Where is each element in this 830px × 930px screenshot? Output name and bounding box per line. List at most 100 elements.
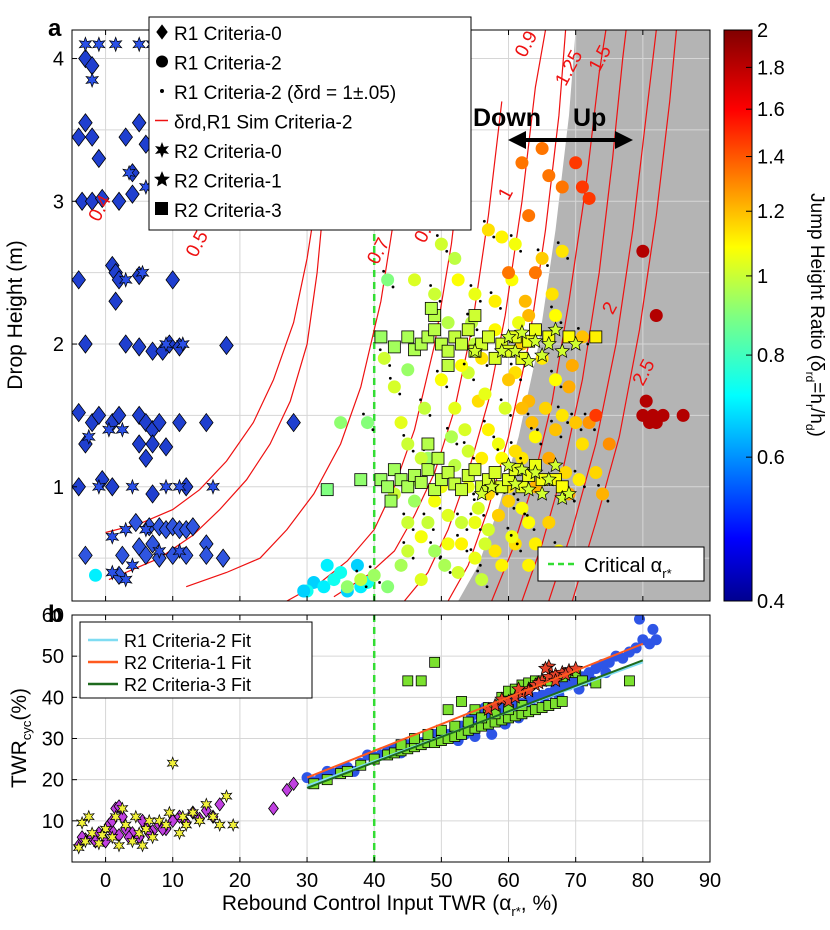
r1-criteria2-dot (478, 528, 482, 532)
y-tick-label: 3 (53, 191, 64, 213)
r1-criteria2-point (451, 273, 465, 287)
b-r2-criteria0-point (143, 813, 156, 828)
r1-criteria2-point (458, 423, 472, 437)
b-r2-criteria0-point (220, 789, 233, 804)
r1-criteria2-dot (429, 541, 433, 544)
r1-criteria2-dot (438, 506, 442, 510)
r2-criteria0-point (108, 36, 123, 53)
r2-criteria3-point (424, 301, 438, 315)
r1-criteria2-point (559, 466, 573, 480)
r2-criteria0-point (102, 421, 116, 438)
r2-criteria1-point (513, 324, 530, 340)
r2-criteria1-point (534, 347, 551, 363)
r2-criteria3-point (401, 480, 415, 494)
r1-criteria2-point (549, 373, 563, 387)
legend-a-label: R2 Criteria-1 (174, 172, 282, 193)
r1-criteria2-dot (509, 414, 512, 417)
b-r2-criteria0-point (79, 834, 92, 849)
r1-criteria2-dot (509, 533, 513, 537)
sim-contour-0.4 (108, 201, 325, 581)
r1-criteria2-dot (550, 419, 553, 423)
r1-criteria2-dot (466, 312, 469, 316)
r1-criteria0-point (185, 517, 201, 537)
r2-criteria0-point (172, 478, 187, 495)
panel-a-label: a (48, 15, 62, 42)
r1-criteria2-dot (391, 285, 395, 289)
r1-criteria2-point (656, 408, 670, 422)
r1-criteria0-point (165, 270, 180, 290)
r1-criteria2-dot (402, 434, 406, 437)
r1-criteria2-dot (411, 449, 415, 453)
r2-criteria1-point (527, 464, 544, 480)
r2-criteria1-point (500, 328, 517, 344)
panel-a-legend-box (148, 16, 472, 231)
r1-criteria2-dot (446, 426, 449, 430)
r1-criteria2-dot (519, 378, 523, 382)
r1-criteria2-dot (478, 299, 482, 303)
r2-criteria0-point (85, 71, 100, 89)
r1-criteria2-point (636, 244, 650, 258)
r1-criteria2-point (481, 223, 495, 237)
r1-criteria2-point (408, 273, 422, 287)
critical-legend-label: Critical αr* (584, 555, 672, 581)
r2-criteria0-point (125, 478, 140, 495)
legend-b-entry: R2 Criteria-1 Fit (88, 653, 251, 673)
b-r1-criteria0-point (268, 801, 279, 816)
r1-criteria0-point (115, 545, 130, 565)
r1-criteria2-point (491, 437, 505, 451)
r1-criteria2-point (441, 316, 455, 330)
r1-criteria2-dot (536, 248, 540, 252)
r2-criteria1-point (540, 335, 557, 351)
r1-criteria0-point (131, 434, 147, 454)
legend-b-entry: R1 Criteria-2 Fit (88, 631, 251, 651)
r1-criteria2-point (535, 251, 549, 265)
r2-criteria0-point (105, 564, 120, 581)
r2-criteria3-point (421, 437, 435, 451)
r2-criteria1-point (547, 456, 564, 473)
critical-legend: Critical αr* (537, 546, 705, 582)
r1-criteria2-dot (371, 428, 375, 432)
r1-criteria2-dot (438, 299, 442, 303)
b-r2-criteria0-point (116, 801, 129, 816)
r1-criteria0-point (118, 127, 133, 147)
y-tick-label: 20 (42, 770, 64, 792)
down-up-annotation: Down Up (473, 104, 633, 149)
r1-criteria2-dot (469, 512, 473, 516)
r1-criteria2-dot (485, 364, 489, 367)
x-tick-label: 80 (632, 870, 654, 892)
b-r1-criteria0-point (214, 797, 226, 812)
r1-criteria2-point (481, 523, 495, 537)
r2-criteria3-point (468, 309, 482, 322)
r1-criteria0-point (74, 191, 90, 211)
r1-criteria2-point (555, 408, 569, 422)
r2-criteria1-point (547, 321, 564, 337)
r1-criteria0-point (72, 477, 86, 497)
b-r2-criteria0-point (86, 826, 99, 841)
r1-criteria0-point (78, 545, 93, 565)
colorbar-ticks: 0.4 0.6 0.8 1 1.2 1.4 1.6 1.8 2 (746, 20, 785, 613)
r1-criteria2-point (394, 416, 408, 430)
r1-criteria0-point (286, 412, 301, 433)
r1-criteria2-dot (439, 555, 443, 559)
b-r2-criteria0-point (129, 809, 142, 824)
r1-criteria2-point (448, 401, 462, 415)
r1-criteria2-dot (411, 528, 415, 532)
r1-criteria2-point (360, 416, 374, 430)
r1-criteria2-point (320, 558, 334, 572)
b-r2-criteria0-point (139, 822, 152, 837)
b-r2-criteria0-point (136, 838, 149, 853)
r2-criteria3-point (421, 463, 435, 477)
r1-criteria2-point (377, 351, 391, 365)
r1-criteria2-point (481, 423, 495, 437)
r1-criteria2-dot (583, 412, 587, 416)
r1-criteria2-dot (465, 528, 469, 532)
colorbar-tick-label: 0.6 (757, 447, 785, 469)
r1-criteria0-point (125, 184, 140, 204)
r1-criteria2-dot (445, 249, 449, 253)
legend-a-label: R2 Criteria-3 (174, 201, 282, 222)
r1-criteria0-point (78, 113, 93, 133)
legend-a-label: R1 Criteria-2 (δrd = 1±.05) (174, 83, 396, 104)
r2-criteria0-point (172, 542, 187, 560)
